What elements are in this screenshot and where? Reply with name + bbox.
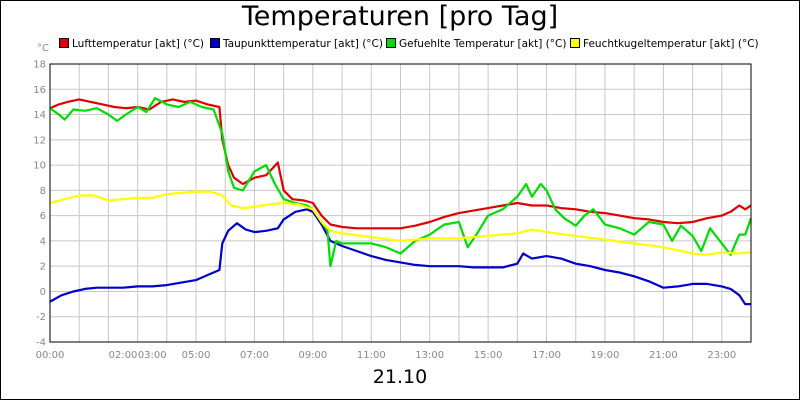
- legend-label-lufttemperatur: Lufttemperatur [akt] (°C): [72, 38, 204, 50]
- y-tick-label: 0: [40, 287, 46, 298]
- legend-swatch-gefuehlte-temperatur: [386, 38, 396, 48]
- x-tick-label: 13:00: [415, 350, 444, 361]
- series-line: [49, 208, 751, 306]
- y-tick-label: 6: [40, 211, 46, 222]
- legend-item-feuchtkugeltemperatur: Feuchtkugeltemperatur [akt] (°C): [570, 38, 759, 50]
- legend-item-gefuehlte-temperatur: Gefuehlte Temperatur [akt] (°C): [386, 38, 566, 50]
- y-tick-label: 4: [40, 236, 46, 247]
- legend: Lufttemperatur [akt] (°C) Taupunkttemper…: [59, 38, 799, 52]
- date-label: 21.10: [372, 366, 428, 388]
- y-tick-label: -4: [36, 338, 46, 349]
- legend-item-taupunkttemperatur: Taupunkttemperatur [akt] (°C): [210, 38, 383, 50]
- x-tick-label: 17:00: [532, 350, 561, 361]
- legend-label-taupunkttemperatur: Taupunkttemperatur [akt] (°C): [223, 38, 383, 50]
- legend-swatch-taupunkttemperatur: [210, 38, 220, 48]
- series-line: [49, 98, 752, 230]
- y-tick-label: 12: [33, 135, 46, 146]
- y-tick-label: 2: [40, 262, 46, 273]
- x-tick-label: 05:00: [182, 350, 211, 361]
- legend-item-lufttemperatur: Lufttemperatur [akt] (°C): [59, 38, 204, 50]
- y-tick-label: 16: [33, 85, 46, 96]
- x-tick-label: 15:00: [474, 350, 503, 361]
- legend-swatch-lufttemperatur: [59, 38, 69, 48]
- legend-label-feuchtkugeltemperatur: Feuchtkugeltemperatur [akt] (°C): [583, 38, 759, 50]
- y-axis-unit: °C: [37, 43, 49, 54]
- x-tick-label: 02:00: [109, 350, 138, 361]
- y-tick-label: 18: [33, 60, 46, 71]
- y-tick-label: 10: [33, 161, 46, 172]
- x-tick-label: 11:00: [357, 350, 386, 361]
- x-tick-label: 03:00: [138, 350, 167, 361]
- x-tick-label: 07:00: [240, 350, 269, 361]
- y-tick-label: 8: [40, 186, 46, 197]
- y-tick-label: 14: [33, 110, 46, 121]
- plot-border: [49, 63, 752, 343]
- chart-title: Temperaturen [pro Tag]: [241, 1, 559, 32]
- x-tick-label: 23:00: [707, 350, 736, 361]
- series-line: [49, 96, 753, 268]
- series-line: [49, 190, 752, 256]
- y-tick-label: -2: [36, 312, 46, 323]
- legend-swatch-feuchtkugeltemperatur: [570, 38, 580, 48]
- x-tick-label: 19:00: [591, 350, 620, 361]
- x-tick-label: 09:00: [298, 350, 327, 361]
- x-tick-label: 21:00: [649, 350, 678, 361]
- legend-label-gefuehlte-temperatur: Gefuehlte Temperatur [akt] (°C): [399, 38, 567, 50]
- x-tick-label: 00:00: [36, 350, 65, 361]
